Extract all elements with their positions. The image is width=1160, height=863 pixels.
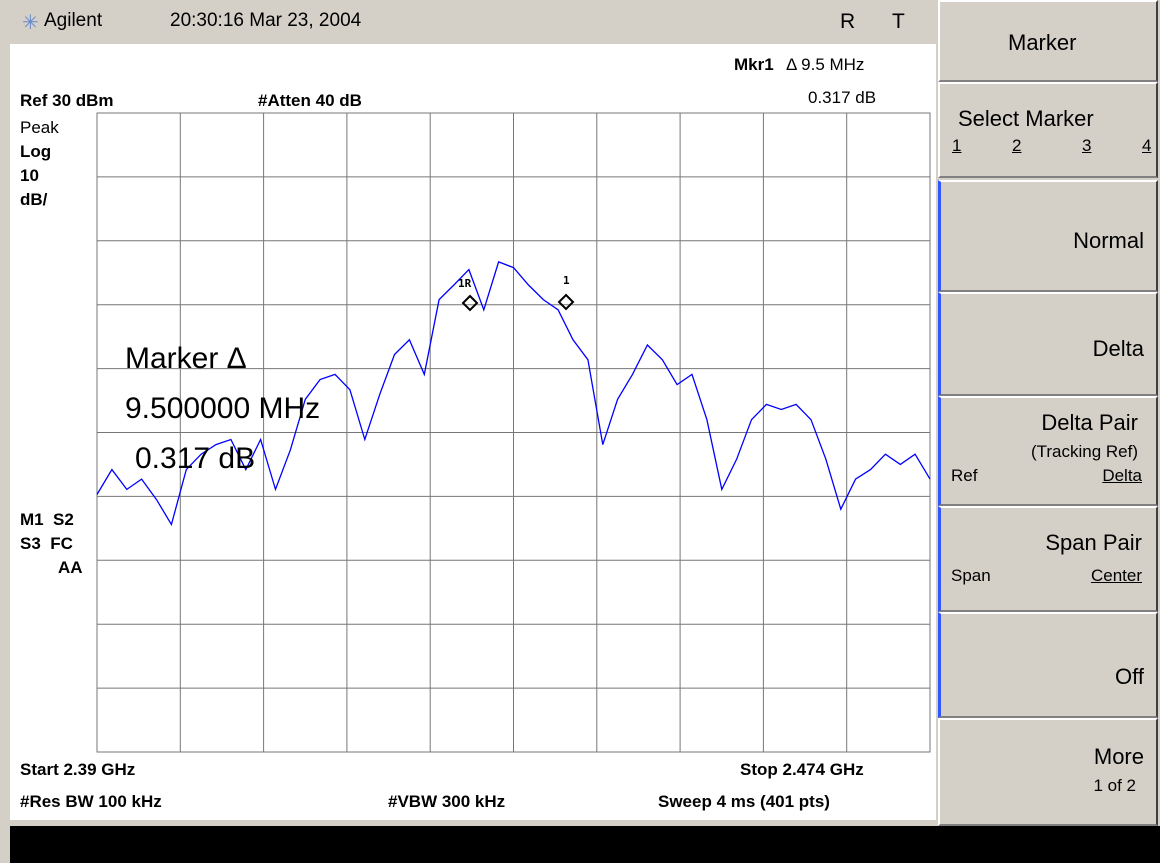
marker-diamond: [557, 293, 575, 311]
ref-level: Ref 30 dBm: [20, 91, 114, 110]
option: Span: [951, 566, 991, 585]
softkey-label: More: [1093, 744, 1144, 769]
option: 4: [1142, 136, 1152, 155]
softkey-label: Off: [1115, 664, 1144, 689]
softkey-label: Span Pair: [1045, 530, 1142, 555]
stop-freq: Stop 2.474 GHz: [740, 760, 864, 779]
start-freq: Start 2.39 GHz: [20, 760, 136, 779]
option: 1: [952, 136, 962, 155]
option: Center: [1090, 566, 1142, 585]
marker-delta: Δ 9.5 MHz: [786, 55, 865, 74]
sweep: Sweep 4 ms (401 pts): [658, 792, 830, 811]
graticule: [96, 112, 931, 753]
softkey[interactable]: Select Marker 1 2 3 4: [938, 82, 1158, 178]
brand: Agilent: [44, 10, 103, 31]
datetime: 20:30:16 Mar 23, 2004: [170, 10, 362, 31]
marker-diamond: [461, 294, 479, 312]
softkey[interactable]: Normal: [938, 180, 1158, 292]
option: Ref: [951, 466, 978, 485]
detector: Peak: [20, 118, 59, 137]
top-bar: ✳ Agilent 20:30:16 Mar 23, 2004 R T: [0, 0, 936, 42]
rbw: #Res BW 100 kHz: [20, 792, 162, 811]
marker-label: 1: [563, 274, 570, 287]
flag: T: [892, 10, 905, 33]
menu-title: Marker: [938, 0, 1158, 82]
scale-unit: dB/: [20, 190, 48, 209]
softkey[interactable]: Delta Pair (Tracking Ref) Ref Delta: [938, 396, 1158, 506]
marker-readout: Marker Δ: [125, 342, 247, 375]
scale-value: 10: [20, 166, 39, 185]
softkey-label: Delta: [1092, 336, 1144, 361]
softkey-label: Normal: [1073, 228, 1144, 253]
marker-label: Mkr1: [734, 55, 774, 74]
softkey-sub: 1 of 2: [1093, 776, 1136, 795]
option: 2: [1012, 136, 1022, 155]
softkey-sub: (Tracking Ref): [1030, 442, 1138, 461]
softkey[interactable]: Delta: [938, 292, 1158, 396]
menu-title-text: Marker: [1008, 30, 1077, 55]
option: Delta: [1102, 466, 1142, 485]
trace-group: [96, 261, 931, 527]
flag: R: [840, 10, 856, 33]
softkey[interactable]: Off: [938, 612, 1158, 718]
status: M1 S2: [20, 510, 74, 529]
marker-label: 1R: [458, 277, 472, 290]
softkey-label: Delta Pair: [1041, 410, 1138, 435]
logo: ✳: [22, 12, 39, 34]
marker-readout: 9.500000 MHz: [125, 392, 320, 425]
softkey[interactable]: Span Pair Span Center: [938, 506, 1158, 612]
marker-readout: 0.317 dB: [135, 442, 255, 475]
status-bar: [10, 826, 1160, 863]
softkey-label: Select Marker: [958, 106, 1094, 131]
attenuation: #Atten 40 dB: [258, 91, 362, 110]
marker-value: 0.317 dB: [808, 88, 877, 107]
status: S3 FC: [20, 534, 73, 553]
scale-type: Log: [20, 142, 52, 161]
status: AA: [58, 558, 83, 577]
option: 3: [1082, 136, 1092, 155]
vbw: #VBW 300 kHz: [388, 792, 506, 811]
softkey[interactable]: More 1 of 2: [938, 718, 1158, 826]
trace: [96, 261, 931, 527]
